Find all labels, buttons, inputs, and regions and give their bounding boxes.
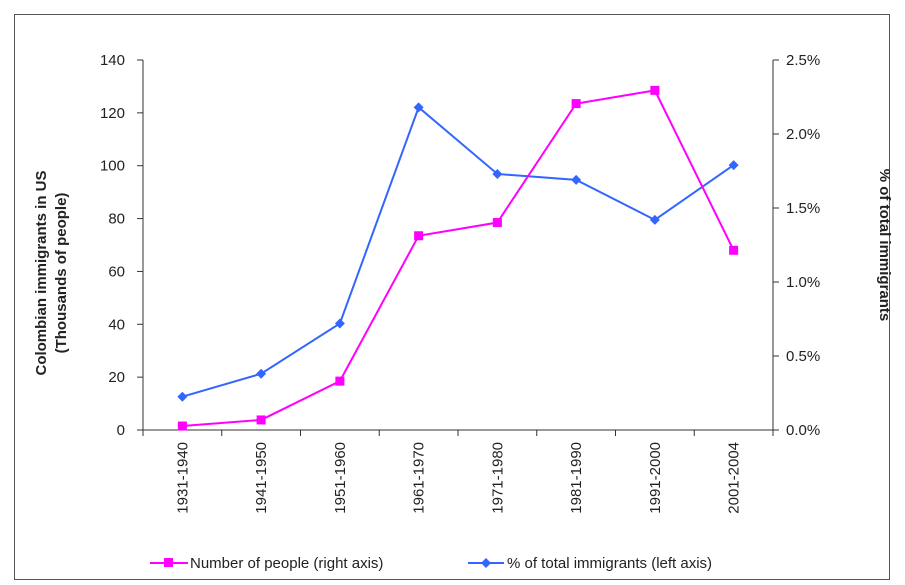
series-percent-point (571, 174, 582, 185)
left-tick-label: 20 (108, 369, 125, 386)
x-tick-label: 1991-2000 (647, 442, 664, 514)
legend: Number of people (right axis) % of total… (150, 555, 712, 572)
series-people-point (414, 231, 424, 241)
series-percent-line (182, 105, 735, 398)
series-layer (177, 85, 739, 431)
series-percent-point (177, 391, 188, 402)
x-tick-label: 1981-1990 (568, 442, 585, 514)
series-percent-point (334, 318, 345, 329)
series-percent-point (256, 368, 267, 379)
x-tick-label: 2001-2004 (726, 442, 743, 514)
left-tick-label: 0 (117, 422, 125, 439)
left-axis-ticks: 0 20 40 60 80 100 120 140 (100, 52, 143, 439)
x-tick-label: 1941-1950 (253, 442, 270, 514)
series-percent-point (413, 102, 424, 113)
left-tick-label: 40 (108, 316, 125, 333)
series-people-point (571, 99, 581, 109)
x-tick-label: 1951-1960 (332, 442, 349, 514)
x-axis-ticks: 1931-1940 1941-1950 1951-1960 1961-1970 1971… (142, 430, 774, 514)
legend-label-percent: % of total immigrants (left axis) (507, 555, 712, 572)
axes (142, 60, 774, 431)
series-percent-point (649, 214, 660, 225)
legend-swatch-marker-people (164, 558, 173, 567)
right-tick-label: 0.0% (786, 422, 820, 439)
legend-label-people: Number of people (right axis) (190, 555, 383, 572)
series-people-point (256, 415, 266, 425)
left-axis-title-line1: Colombian immigrants in US (33, 170, 50, 375)
x-tick-label: 1931-1940 (174, 442, 191, 514)
right-tick-label: 1.0% (786, 274, 820, 291)
left-tick-label: 60 (108, 263, 125, 280)
left-tick-label: 100 (100, 158, 125, 175)
chart-frame (14, 14, 890, 580)
right-tick-label: 2.5% (786, 52, 820, 69)
right-tick-label: 0.5% (786, 348, 820, 365)
series-percent-point (492, 168, 503, 179)
right-tick-label: 1.5% (786, 200, 820, 217)
series-people-point (729, 245, 739, 255)
series-percent-point (728, 160, 739, 171)
series-people-point (650, 85, 660, 95)
right-axis-ticks: 0.0% 0.5% 1.0% 1.5% 2.0% 2.5% (773, 52, 820, 439)
x-tick-label: 1961-1970 (411, 442, 428, 514)
series-people-point (492, 218, 502, 228)
x-tick-label: 1971-1980 (489, 442, 506, 514)
left-tick-label: 120 (100, 105, 125, 122)
left-tick-label: 140 (100, 52, 125, 69)
legend-swatch-marker-percent (481, 558, 491, 568)
series-people-point (335, 376, 345, 386)
right-axis-title: % of total immigrants (876, 169, 893, 322)
left-tick-label: 80 (108, 211, 125, 228)
left-axis-title-line2: (Thousands of people) (53, 193, 70, 354)
right-tick-label: 2.0% (786, 126, 820, 143)
series-people-line (182, 89, 735, 428)
series-people-point (177, 421, 187, 431)
